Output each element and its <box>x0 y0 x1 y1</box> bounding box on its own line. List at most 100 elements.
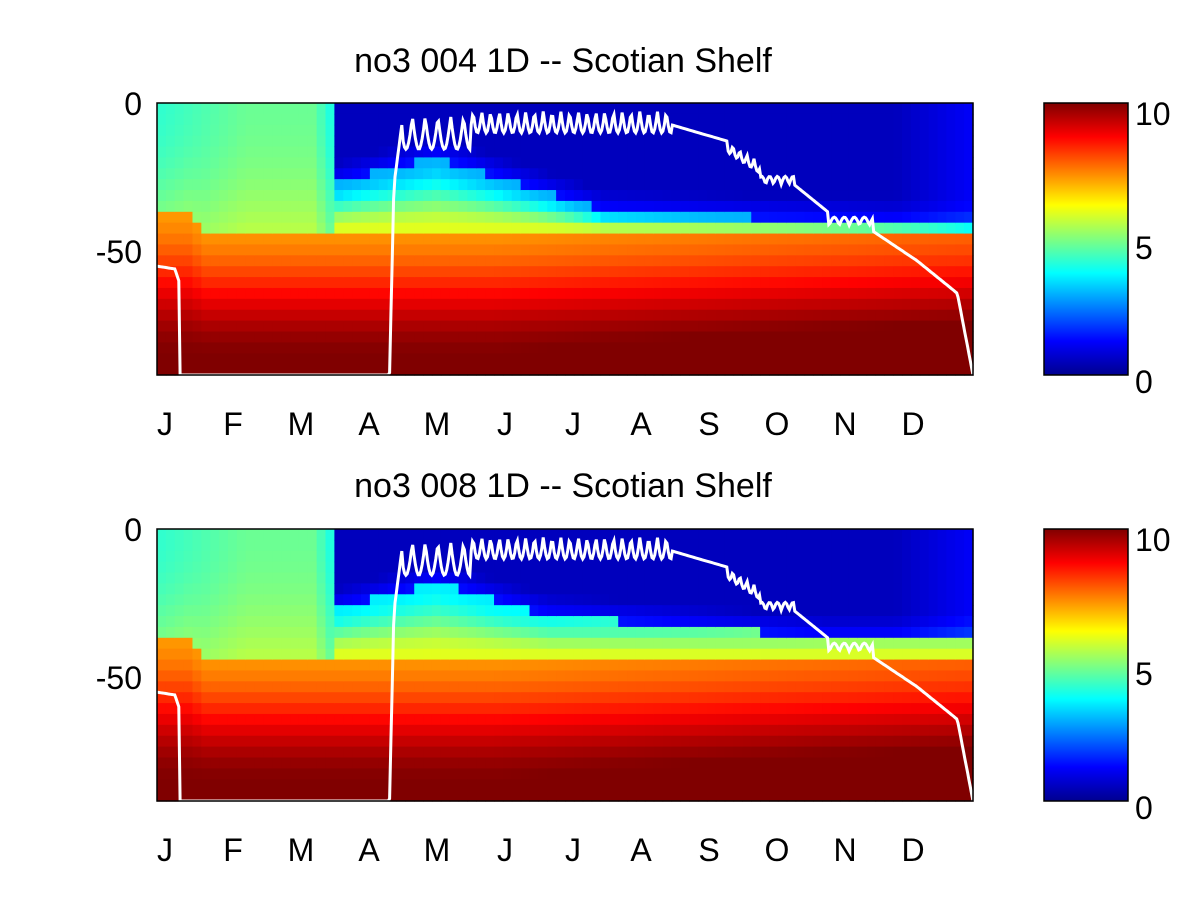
heatmap-cell <box>591 190 602 202</box>
heatmap-cell <box>334 626 344 639</box>
heatmap-cell <box>334 287 344 300</box>
heatmap-cell <box>893 124 903 137</box>
heatmap-cell <box>733 594 743 606</box>
heatmap-cell <box>786 320 797 333</box>
heatmap-cell <box>742 331 752 343</box>
heatmap-cell <box>227 746 238 759</box>
heatmap-cell <box>449 735 460 748</box>
heatmap-cell <box>742 266 752 278</box>
heatmap-cell <box>405 583 415 595</box>
heatmap-cell <box>423 539 433 552</box>
heatmap-cell <box>263 266 273 278</box>
heatmap-cell <box>298 561 309 574</box>
heatmap-cell <box>307 637 318 650</box>
heatmap-cell <box>698 331 708 343</box>
heatmap-cell <box>290 190 300 202</box>
heatmap-cell <box>494 200 504 213</box>
heatmap-cell <box>343 211 353 224</box>
heatmap-cell <box>795 103 806 115</box>
heatmap-cell <box>565 233 575 246</box>
heatmap-cell <box>724 103 735 115</box>
heatmap-cell <box>174 692 185 704</box>
heatmap-cell <box>440 550 451 563</box>
heatmap-cell <box>742 594 752 606</box>
heatmap-cell <box>494 135 504 148</box>
heatmap-cell <box>316 637 327 650</box>
heatmap-cell <box>910 605 921 617</box>
heatmap-cell <box>254 135 265 148</box>
heatmap-cell <box>893 113 903 126</box>
heatmap-cell <box>937 309 947 322</box>
heatmap-cell <box>582 211 593 224</box>
heatmap-cell <box>511 616 522 628</box>
heatmap-cell <box>928 342 939 354</box>
heatmap-cell <box>281 583 291 595</box>
heatmap-cell <box>928 681 939 693</box>
heatmap-cell <box>334 768 344 780</box>
heatmap-cell <box>760 659 770 672</box>
heatmap-cell <box>192 670 202 682</box>
heatmap-cell <box>635 648 646 661</box>
heatmap-cell <box>777 135 788 148</box>
heatmap-cell <box>405 309 415 322</box>
heatmap-cell <box>352 124 362 137</box>
heatmap-cell <box>538 244 548 256</box>
heatmap-cell <box>919 298 930 311</box>
heatmap-cell <box>431 539 442 552</box>
heatmap-cell <box>431 779 442 791</box>
heatmap-cell <box>494 124 504 137</box>
heatmap-cell <box>884 277 894 289</box>
heatmap-cell <box>662 790 673 802</box>
heatmap-cell <box>520 342 531 354</box>
heatmap-cell <box>520 157 531 169</box>
heatmap-cell <box>467 320 477 333</box>
heatmap-cell <box>352 266 362 278</box>
heatmap-cell <box>361 233 371 246</box>
heatmap-cell <box>263 244 273 256</box>
heatmap-cell <box>378 146 389 158</box>
heatmap-cell <box>875 659 885 672</box>
heatmap-cell <box>751 681 761 693</box>
heatmap-cell <box>511 244 522 256</box>
heatmap-cell <box>813 179 823 191</box>
heatmap-cell <box>352 320 362 333</box>
heatmap-cell <box>618 266 628 278</box>
heatmap-cell <box>476 200 486 213</box>
heatmap-cell <box>946 605 956 617</box>
heatmap-cell <box>547 594 557 606</box>
heatmap-cell <box>893 637 903 650</box>
heatmap-cell <box>227 244 238 256</box>
heatmap-cell <box>733 713 743 726</box>
heatmap-cell <box>910 550 921 563</box>
heatmap-cell <box>334 222 344 235</box>
heatmap-cell <box>919 113 930 126</box>
heatmap-cell <box>361 298 371 311</box>
heatmap-cell <box>591 222 602 235</box>
heatmap-cell <box>822 583 832 595</box>
heatmap-cell <box>316 779 327 791</box>
heatmap-cell <box>529 233 539 246</box>
heatmap-cell <box>875 735 885 748</box>
heatmap-cell <box>715 768 726 780</box>
heatmap-cell <box>777 616 788 628</box>
heatmap-cell <box>343 616 353 628</box>
heatmap-cell <box>857 266 868 278</box>
heatmap-cell <box>857 681 868 693</box>
heatmap-cell <box>219 124 229 137</box>
panel-1-xtick-4: M <box>424 406 451 442</box>
heatmap-cell <box>715 626 726 639</box>
heatmap-cell <box>689 561 699 574</box>
heatmap-cell <box>165 287 176 300</box>
heatmap-cell <box>210 713 220 726</box>
heatmap-cell <box>387 157 398 169</box>
heatmap-cell <box>582 331 593 343</box>
heatmap-cell <box>600 637 610 650</box>
heatmap-cell <box>627 616 637 628</box>
heatmap-cell <box>769 692 779 704</box>
heatmap-cell <box>431 594 442 606</box>
heatmap-cell <box>777 190 788 202</box>
heatmap-cell <box>777 779 788 791</box>
heatmap-cell <box>715 779 726 791</box>
heatmap-cell <box>928 200 939 213</box>
heatmap-cell <box>724 233 735 246</box>
